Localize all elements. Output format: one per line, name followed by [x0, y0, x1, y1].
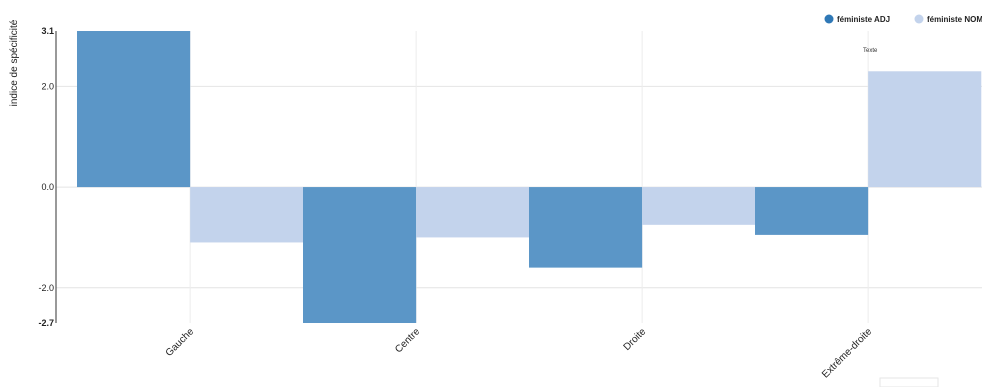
bar-nom-centre[interactable] — [416, 187, 530, 238]
bar-nom-droite[interactable] — [642, 187, 756, 225]
x-tick-label: Gauche — [164, 326, 197, 359]
bar-adj-gauche[interactable] — [77, 31, 191, 188]
x-tick-label: Extrême-droite — [820, 326, 874, 380]
y-axis-label: indice de spécificité — [9, 19, 20, 106]
bars — [77, 31, 982, 323]
bar-nom-gauche[interactable] — [190, 187, 304, 243]
y-tick-label: 0.0 — [41, 182, 54, 192]
annotation-text: Texte — [863, 48, 878, 54]
y-axis: 3.1 2.0 0.0 -2.0 -2.7 — [38, 26, 57, 328]
legend-label: féministe ADJ — [837, 15, 890, 24]
y-tick-label: -2.0 — [38, 283, 54, 293]
x-tick-label: Droite — [622, 326, 649, 353]
legend-marker — [824, 14, 834, 24]
y-tick-label: 3.1 — [41, 26, 54, 36]
legend-item-nom[interactable]: féministe NOM — [914, 14, 982, 25]
x-tick-label: Centre — [393, 326, 422, 355]
y-tick-label: 2.0 — [41, 81, 54, 91]
chart-toolbar-box[interactable] — [879, 377, 939, 387]
gridlines — [56, 31, 982, 323]
bar-adj-droite[interactable] — [529, 187, 643, 268]
x-axis: Gauche Centre Droite Extrême-droite — [164, 326, 875, 380]
legend-item-adj[interactable]: féministe ADJ — [824, 14, 891, 25]
bar-adj-centre[interactable] — [303, 187, 417, 323]
y-tick-label: -2.7 — [38, 318, 54, 328]
legend-marker — [914, 14, 924, 24]
bar-nom-extrmedroite[interactable] — [868, 71, 982, 188]
bar-adj-extrmedroite[interactable] — [755, 187, 869, 235]
legend-label: féministe NOM — [927, 15, 982, 24]
legend[interactable]: féministe ADJ féministe NOM — [824, 14, 982, 25]
